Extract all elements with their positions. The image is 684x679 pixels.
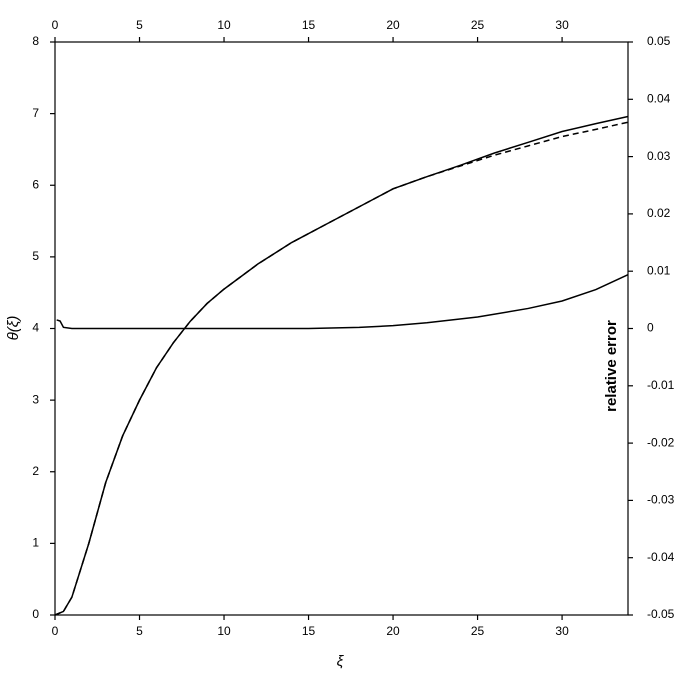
x-tick-label: 25 [471, 624, 485, 638]
x-tick-label: 10 [217, 624, 231, 638]
x-tick-label: 0 [52, 624, 59, 638]
x-tick-label: 15 [302, 624, 316, 638]
x-top-tick-label: 15 [302, 18, 316, 32]
y-tick-label: 5 [32, 249, 39, 263]
x-top-tick-label: 25 [471, 18, 485, 32]
y-tick-label: 7 [32, 106, 39, 120]
y-tick-label: 6 [32, 177, 39, 191]
y2-tick-label: -0.05 [647, 607, 675, 621]
y2-tick-label: -0.03 [647, 493, 675, 507]
y2-tick-label: 0 [647, 321, 654, 335]
y2-tick-label: 0.03 [647, 149, 671, 163]
x-top-tick-label: 10 [217, 18, 231, 32]
y-axis-label: θ(ξ) [5, 316, 22, 341]
x-top-tick-label: 5 [136, 18, 143, 32]
y2-tick-label: 0.05 [647, 34, 671, 48]
x-top-tick-label: 0 [52, 18, 59, 32]
series-line [54, 115, 629, 616]
series-line [54, 121, 629, 616]
series-line [56, 273, 629, 330]
x-axis-label: ξ [337, 653, 345, 670]
y-tick-label: 8 [32, 34, 39, 48]
x-tick-label: 30 [555, 624, 569, 638]
y2-axis-label: relative error [603, 320, 620, 412]
y-tick-label: 3 [32, 392, 39, 406]
x-top-tick-label: 20 [386, 18, 400, 32]
y-tick-label: 2 [32, 464, 39, 478]
y-tick-label: 4 [32, 321, 39, 335]
y-tick-label: 0 [32, 607, 39, 621]
x-tick-label: 5 [136, 624, 143, 638]
x-top-tick-label: 30 [555, 18, 569, 32]
y2-tick-label: 0.02 [647, 206, 671, 220]
y2-tick-label: 0.04 [647, 91, 671, 105]
y2-tick-label: 0.01 [647, 263, 671, 277]
y2-tick-label: -0.04 [647, 550, 675, 564]
y-tick-label: 1 [32, 536, 39, 550]
y2-tick-label: -0.02 [647, 435, 675, 449]
x-tick-label: 20 [386, 624, 400, 638]
y2-tick-label: -0.01 [647, 378, 675, 392]
